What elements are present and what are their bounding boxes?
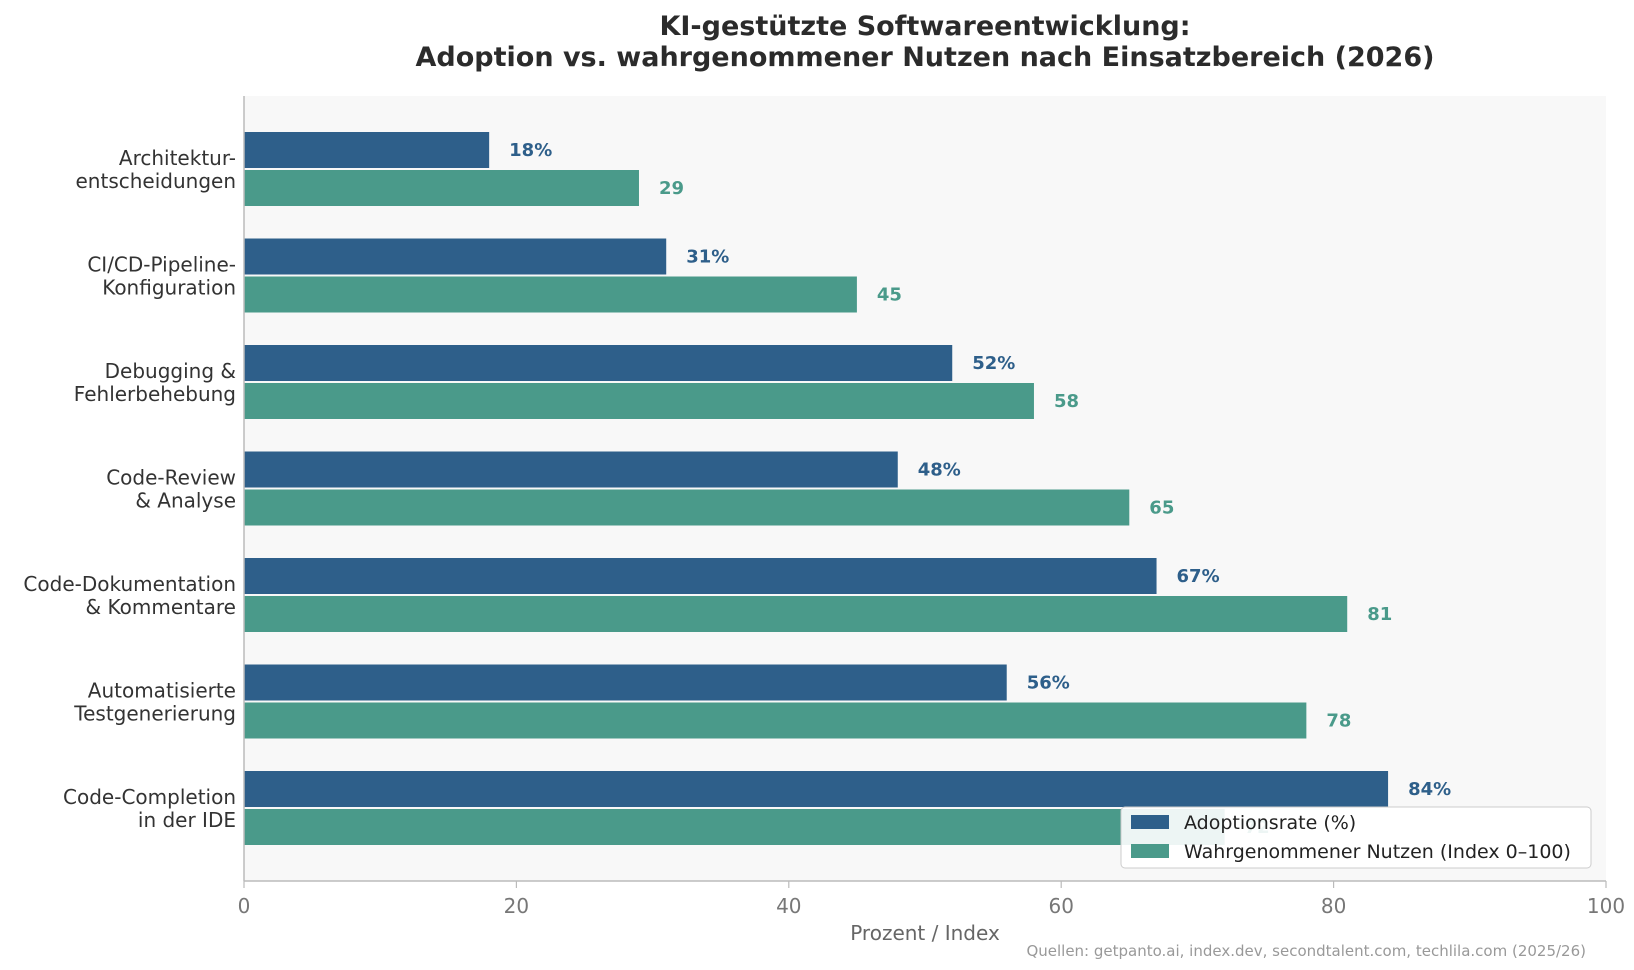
value-label-adoption-2: 52% <box>972 353 1015 374</box>
chart-title-line-2: Adoption vs. wahrgenommener Nutzen nach … <box>416 42 1435 73</box>
value-label-adoption-3: 48% <box>918 460 961 481</box>
bar-adoption-0 <box>244 132 490 168</box>
category-labels-layer: Architektur-entscheidungen CI/CD-Pipeline… <box>23 146 236 832</box>
bar-adoption-2 <box>244 345 953 381</box>
x-tick-label-5: 100 <box>1587 894 1625 918</box>
bar-benefit-2 <box>244 383 1034 419</box>
value-label-benefit-5: 78 <box>1326 711 1351 732</box>
category-label-4-line-0: Code-Dokumentation <box>23 572 236 596</box>
value-label-benefit-0: 29 <box>659 178 684 199</box>
category-label-2-line-0: Debugging & <box>105 359 236 383</box>
category-label-6-line-0: Code-Completion <box>63 785 236 809</box>
bars-layer <box>244 132 1389 845</box>
value-label-adoption-6: 84% <box>1408 779 1451 800</box>
category-label-0-line-0: Architektur- <box>119 146 236 170</box>
category-label-3-line-1: & Analyse <box>135 489 236 513</box>
x-axis-label: Prozent / Index <box>850 921 1000 945</box>
category-label-2-line-1: Fehlerbehebung <box>74 382 236 406</box>
x-tick-label-3: 60 <box>1048 894 1073 918</box>
category-label-3-line-0: Code-Review <box>106 466 236 490</box>
bar-benefit-1 <box>244 276 857 313</box>
x-tick-label-4: 80 <box>1321 894 1346 918</box>
legend: Adoptionsrate (%) Wahrgenommener Nutzen … <box>1120 806 1592 869</box>
category-label-1-line-1: Konfiguration <box>102 276 236 300</box>
chart-title-line-1: KI-gestützte Softwareentwicklung: <box>659 11 1190 42</box>
category-label-5-line-0: Automatisierte <box>88 679 236 703</box>
value-label-adoption-5: 56% <box>1027 673 1070 694</box>
category-label-5-line-1: Testgenerierung <box>73 702 236 726</box>
bar-adoption-5 <box>244 664 1007 701</box>
value-label-benefit-3: 65 <box>1149 498 1174 519</box>
legend-swatch-benefit <box>1131 844 1169 858</box>
bar-adoption-1 <box>244 238 667 275</box>
value-label-adoption-4: 67% <box>1177 566 1220 587</box>
bar-benefit-0 <box>244 170 639 206</box>
value-label-adoption-1: 31% <box>686 247 729 268</box>
bar-adoption-3 <box>244 451 898 488</box>
x-tick-label-2: 40 <box>776 894 801 918</box>
bar-benefit-5 <box>244 702 1307 739</box>
bar-benefit-3 <box>244 489 1130 526</box>
category-label-0-line-1: entscheidungen <box>76 169 237 193</box>
source-note: Quellen: getpanto.ai, index.dev, secondt… <box>1026 942 1586 960</box>
bar-benefit-6 <box>244 809 1225 845</box>
bar-adoption-6 <box>244 771 1389 807</box>
legend-label-adoption: Adoptionsrate (%) <box>1184 812 1356 834</box>
category-label-6-line-1: in der IDE <box>138 808 236 832</box>
value-label-benefit-2: 58 <box>1054 391 1079 412</box>
x-tick-label-0: 0 <box>238 894 251 918</box>
plot-background <box>244 96 1606 881</box>
category-label-1-line-0: CI/CD-Pipeline- <box>87 253 236 277</box>
x-ticks-layer: 0 20 40 60 80 100 <box>238 881 1625 918</box>
legend-label-benefit: Wahrgenommener Nutzen (Index 0–100) <box>1184 841 1571 863</box>
category-label-4-line-1: & Kommentare <box>86 595 236 619</box>
bar-adoption-4 <box>244 558 1157 594</box>
legend-swatch-adoption <box>1131 815 1169 829</box>
value-label-adoption-0: 18% <box>509 140 552 161</box>
bar-benefit-4 <box>244 596 1348 632</box>
value-label-benefit-1: 45 <box>877 285 902 306</box>
x-tick-label-1: 20 <box>504 894 529 918</box>
legend-box <box>1120 806 1592 869</box>
value-label-benefit-4: 81 <box>1367 604 1392 625</box>
